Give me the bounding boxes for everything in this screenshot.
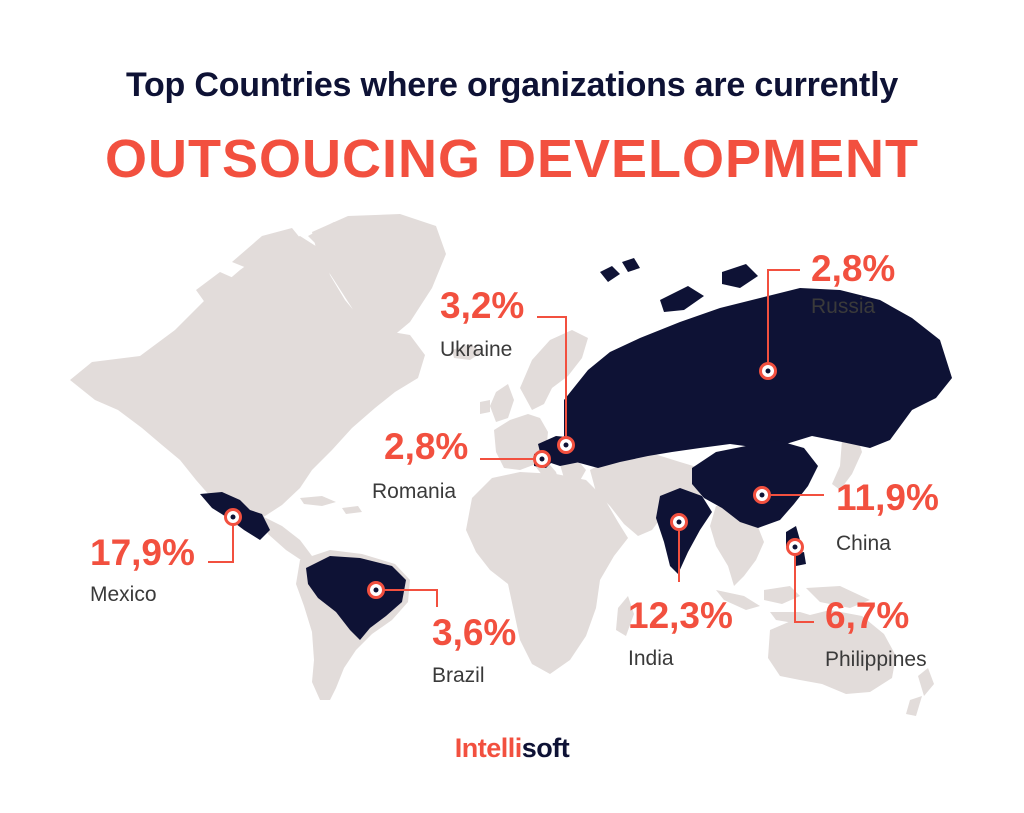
- marker-ukraine: [557, 436, 575, 454]
- land-central-america: [262, 516, 312, 562]
- title-line-2: OUTSOUCING DEVELOPMENT: [104, 129, 920, 189]
- label-brazil: Brazil: [432, 664, 485, 687]
- land-middle-east: [590, 452, 708, 536]
- label-china: China: [836, 532, 891, 555]
- country-china: [692, 440, 818, 528]
- value-china: 11,9%: [836, 477, 939, 518]
- land-madagascar: [616, 596, 634, 636]
- russia-arctic-islands: [600, 258, 758, 312]
- land-north-america: [70, 236, 425, 524]
- land-uk: [480, 384, 514, 422]
- connector-lines: [208, 269, 824, 623]
- land-africa: [466, 472, 628, 674]
- value-russia: 2,8%: [811, 248, 896, 289]
- land-indonesia: [716, 586, 870, 624]
- country-brazil: [306, 556, 406, 640]
- connector-philippines: [794, 547, 814, 623]
- logo-part-2: soft: [521, 733, 570, 763]
- marker-philippines: [786, 538, 804, 556]
- land-new-zealand: [906, 668, 934, 716]
- land-greenland: [312, 214, 446, 342]
- marker-russia: [759, 362, 777, 380]
- country-india: [656, 488, 712, 574]
- value-romania: 2,8%: [384, 426, 469, 467]
- value-mexico: 17,9%: [90, 532, 195, 573]
- label-mexico: Mexico: [90, 583, 157, 606]
- logo-part-1: Intelli: [454, 733, 523, 763]
- label-russia: Russia: [811, 295, 876, 318]
- marker-brazil: [367, 581, 385, 599]
- land-australia: [768, 610, 896, 694]
- marker-mexico: [224, 508, 242, 526]
- land-arctic-islands: [196, 222, 354, 304]
- land-caribbean: [300, 496, 362, 514]
- label-ukraine: Ukraine: [440, 338, 513, 361]
- label-philippines: Philippines: [825, 648, 927, 671]
- value-philippines: 6,7%: [825, 595, 910, 636]
- land-southeast-asia: [710, 506, 764, 586]
- connector-russia: [767, 269, 800, 371]
- value-brazil: 3,6%: [432, 612, 517, 653]
- country-russia: [564, 288, 952, 468]
- marker-romania: [533, 450, 551, 468]
- land-iceland: [452, 344, 482, 360]
- marker-china: [753, 486, 771, 504]
- connector-brazil: [376, 589, 438, 607]
- value-india: 12,3%: [628, 595, 733, 636]
- connector-ukraine: [537, 316, 567, 445]
- land-scandinavia: [520, 330, 588, 410]
- label-romania: Romania: [372, 480, 457, 503]
- intellisoft-logo: Intellisoft: [0, 733, 1024, 764]
- label-india: India: [628, 647, 674, 670]
- land-japan: [832, 432, 862, 490]
- title-line-1: Top Countries where organizations are cu…: [125, 66, 899, 104]
- connector-mexico: [208, 517, 234, 563]
- value-ukraine: 3,2%: [440, 285, 525, 326]
- marker-india: [670, 513, 688, 531]
- location-markers: [224, 362, 804, 599]
